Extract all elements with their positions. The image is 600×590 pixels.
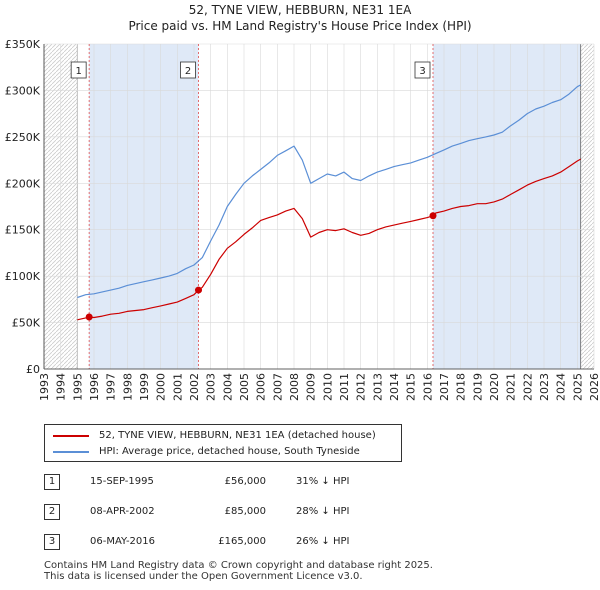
grid <box>43 43 595 370</box>
x-tick-label: 2004 <box>221 373 234 401</box>
sale-hpi-diff: 26% ↓ HPI <box>296 536 350 547</box>
sale-point <box>85 313 93 321</box>
y-tick-label: £0 <box>26 363 40 376</box>
y-tick-label: £250K <box>5 131 41 144</box>
x-tick-label: 2001 <box>171 373 184 401</box>
series-lines <box>77 84 581 321</box>
x-tick-label: 2013 <box>371 373 384 401</box>
x-tick-label: 2023 <box>538 373 551 401</box>
x-tick-label: 1995 <box>71 373 84 401</box>
y-tick-label: £50K <box>12 317 41 330</box>
x-tick-label: 2002 <box>188 373 201 401</box>
sale-badge: 1 <box>44 474 60 490</box>
y-tick-label: £350K <box>5 38 41 51</box>
x-tick-label: 2015 <box>405 373 418 401</box>
sale-point <box>429 212 437 220</box>
x-tick-label: 2016 <box>421 373 434 401</box>
sale-date: 15-SEP-1995 <box>90 476 154 487</box>
sale-badge: 3 <box>44 534 60 550</box>
sale-points <box>85 212 437 321</box>
x-tick-label: 2020 <box>488 373 501 401</box>
x-tick-label: 2010 <box>321 373 334 401</box>
x-tick-label: 2021 <box>505 373 518 401</box>
x-tick-label: 2000 <box>155 373 168 401</box>
legend-hpi-label: HPI: Average price, detached house, Sout… <box>99 446 360 457</box>
shaded-periods <box>44 44 594 369</box>
hpi-series-line <box>77 84 581 299</box>
sale-marker-badge <box>414 61 431 79</box>
y-tick-label: £150K <box>5 224 41 237</box>
sale-row: 3 06-MAY-2016 £165,000 26% ↓ HPI <box>44 534 444 554</box>
legend-price-swatch <box>53 435 89 437</box>
sale-hpi-diff: 28% ↓ HPI <box>296 506 350 517</box>
x-tick-label: 2011 <box>338 373 351 401</box>
sale-row: 2 08-APR-2002 £85,000 28% ↓ HPI <box>44 504 444 524</box>
axes: £0 £50K £100K £150K £200K £250K £300K £350K 1993… <box>5 38 600 401</box>
chart-title-line1: 52, TYNE VIEW, HEBBURN, NE31 1EA <box>188 3 412 17</box>
x-tick-label: 2022 <box>521 373 534 401</box>
x-tick-label: 2025 <box>571 373 584 401</box>
x-tick-label: 1993 <box>38 373 51 401</box>
x-tick-label: 2026 <box>588 373 600 401</box>
sale-marker-label: 1 <box>75 66 81 77</box>
x-tick-label: 2024 <box>555 373 568 401</box>
x-tick-label: 2012 <box>355 373 368 401</box>
chart-title-line2: Price paid vs. HM Land Registry's House … <box>128 19 472 33</box>
x-tick-label: 2014 <box>388 373 401 401</box>
sale-price: £85,000 <box>224 506 266 517</box>
x-tick-label: 2017 <box>438 373 451 401</box>
sale-marker-label: 2 <box>185 66 191 77</box>
sale-marker-badge <box>180 61 196 79</box>
chart-title: 52, TYNE VIEW, HEBBURN, NE31 1EA Price p… <box>0 2 600 34</box>
footer-line2: This data is licensed under the Open Gov… <box>44 571 363 582</box>
y-tick-label: £100K <box>5 270 41 283</box>
x-tick-label: 1998 <box>121 373 134 401</box>
sale-date: 06-MAY-2016 <box>90 536 156 547</box>
sale-badge: 2 <box>44 504 60 520</box>
footer: Contains HM Land Registry data © Crown c… <box>44 560 433 582</box>
x-tick-label: 2018 <box>455 373 468 401</box>
legend-hpi-swatch <box>53 451 89 453</box>
x-tick-label: 1997 <box>105 373 118 401</box>
x-tick-label: 2019 <box>471 373 484 401</box>
sale-marker-label: 3 <box>419 66 425 77</box>
footer-line1: Contains HM Land Registry data © Crown c… <box>44 560 433 571</box>
y-tick-label: £200K <box>5 177 41 190</box>
price-chart: 1 2 3 £0 £50K £100K £150K £200K £250K £300K £350K… <box>5 38 600 401</box>
sale-row: 1 15-SEP-1995 £56,000 31% ↓ HPI <box>44 474 444 494</box>
x-tick-label: 2008 <box>288 373 301 401</box>
sale-hpi-diff: 31% ↓ HPI <box>296 476 350 487</box>
sale-date: 08-APR-2002 <box>90 506 155 517</box>
no-data-area <box>580 44 594 369</box>
x-tick-label: 1996 <box>88 373 101 401</box>
x-tick-label: 2003 <box>205 373 218 401</box>
sale-price: £165,000 <box>218 536 266 547</box>
sale-marker-badge <box>70 61 87 79</box>
y-tick-label: £300K <box>5 84 41 97</box>
x-tick-label: 2005 <box>238 373 251 401</box>
x-tick-label: 1999 <box>138 373 151 401</box>
sale-point <box>195 286 202 294</box>
price-series-line <box>77 158 581 321</box>
legend-price-label: 52, TYNE VIEW, HEBBURN, NE31 1EA (detach… <box>99 430 376 441</box>
x-tick-label: 2009 <box>305 373 318 401</box>
x-tick-label: 1994 <box>55 373 68 401</box>
legend: 52, TYNE VIEW, HEBBURN, NE31 1EA (detach… <box>44 424 402 462</box>
sale-price: £56,000 <box>224 476 266 487</box>
x-tick-label: 2007 <box>271 373 284 401</box>
sale-marker-lines: 1 2 3 <box>70 44 434 369</box>
x-tick-label: 2006 <box>255 373 268 401</box>
ownership-period <box>433 44 581 369</box>
